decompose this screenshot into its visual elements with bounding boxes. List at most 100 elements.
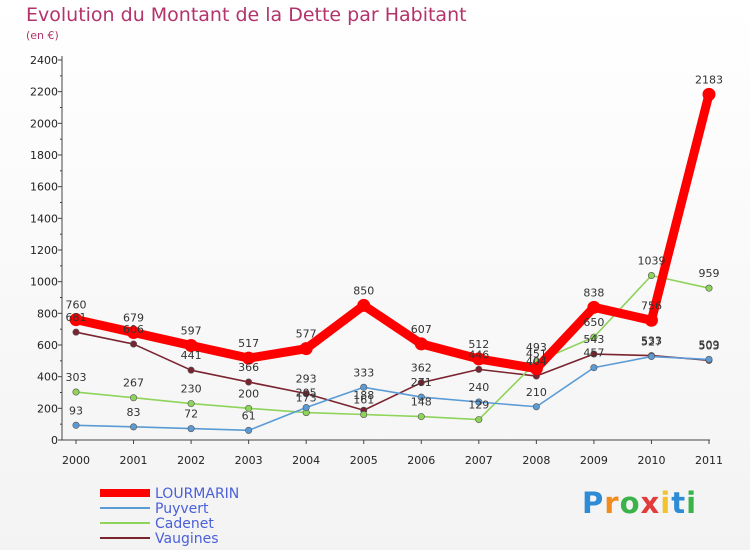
data-label-puyvert: 509 <box>699 338 720 351</box>
y-tick-label: 200 <box>37 402 58 415</box>
data-label-cadenet: 650 <box>583 316 604 329</box>
data-point-cadenet <box>360 411 368 419</box>
logo-letter: t <box>671 486 687 520</box>
data-point-cadenet <box>245 404 253 412</box>
data-label-puyvert: 205 <box>296 387 317 400</box>
data-label-vaugines: 543 <box>583 333 604 346</box>
data-label-puyvert: 210 <box>526 386 547 399</box>
data-point-lourmarin <box>587 300 601 314</box>
logo-letter: i <box>686 486 698 520</box>
data-point-cadenet <box>475 416 483 424</box>
series-line-vaugines <box>75 331 710 412</box>
legend-label-cadenet: Cadenet <box>155 516 214 532</box>
data-label-cadenet: 493 <box>526 341 547 354</box>
data-label-lourmarin: 607 <box>411 323 432 336</box>
data-point-vaugines <box>590 350 598 358</box>
data-point-lourmarin <box>529 362 543 376</box>
data-label-lourmarin: 517 <box>238 337 259 350</box>
y-tick-label: 1000 <box>30 276 58 289</box>
data-label-puyvert: 457 <box>583 347 604 360</box>
data-label-puyvert: 527 <box>641 336 662 349</box>
data-point-puyvert <box>705 355 713 363</box>
data-label-puyvert: 93 <box>69 404 83 417</box>
data-point-lourmarin <box>644 313 658 327</box>
x-tick-label: 2010 <box>637 454 665 467</box>
data-label-vaugines: 446 <box>468 348 489 361</box>
data-label-vaugines: 362 <box>411 362 432 375</box>
x-tick-label: 2001 <box>120 454 148 467</box>
y-tick-label: 1600 <box>30 181 58 194</box>
data-label-vaugines: 606 <box>123 323 144 336</box>
data-label-cadenet: 1039 <box>637 254 665 267</box>
x-tick-label: 2004 <box>292 454 320 467</box>
y-tick-label: 0 <box>51 434 58 447</box>
data-point-lourmarin <box>357 298 371 312</box>
data-point-puyvert <box>302 404 310 412</box>
data-point-cadenet <box>590 333 598 341</box>
data-point-cadenet <box>705 284 713 292</box>
data-label-lourmarin: 760 <box>66 299 87 312</box>
data-point-cadenet <box>187 400 195 408</box>
data-label-puyvert: 61 <box>242 409 256 422</box>
chart-subtitle: (en €) <box>26 29 59 42</box>
data-point-cadenet <box>647 271 655 279</box>
data-point-vaugines <box>245 378 253 386</box>
data-label-vaugines: 293 <box>296 373 317 386</box>
data-point-lourmarin <box>184 338 198 352</box>
legend-label-puyvert: Puyvert <box>155 501 209 517</box>
data-label-lourmarin: 756 <box>641 299 662 312</box>
data-label-cadenet: 129 <box>468 399 489 412</box>
x-tick-label: 2006 <box>407 454 435 467</box>
data-point-puyvert <box>647 353 655 361</box>
data-label-puyvert: 333 <box>353 366 374 379</box>
data-label-puyvert: 271 <box>411 376 432 389</box>
data-label-puyvert: 72 <box>184 408 198 421</box>
y-tick-label: 2000 <box>30 117 58 130</box>
data-point-vaugines <box>187 366 195 374</box>
data-label-vaugines: 503 <box>699 339 720 352</box>
data-label-lourmarin: 679 <box>123 311 144 324</box>
data-label-vaugines: 188 <box>353 389 374 402</box>
data-point-vaugines <box>475 365 483 373</box>
data-point-vaugines <box>130 340 138 348</box>
data-point-lourmarin <box>69 313 83 327</box>
data-point-cadenet <box>417 413 425 421</box>
data-label-cadenet: 148 <box>411 396 432 409</box>
legend-label-lourmarin: LOURMARIN <box>155 486 239 502</box>
data-point-puyvert <box>475 398 483 406</box>
data-point-lourmarin <box>414 337 428 351</box>
x-tick-label: 2009 <box>580 454 608 467</box>
data-label-lourmarin: 2183 <box>695 73 723 86</box>
x-tick-label: 2005 <box>350 454 378 467</box>
data-label-vaugines: 404 <box>526 355 547 368</box>
y-tick-label: 600 <box>37 339 58 352</box>
data-point-lourmarin <box>299 342 313 356</box>
data-point-lourmarin <box>702 87 716 101</box>
data-point-puyvert <box>532 403 540 411</box>
data-label-cadenet: 230 <box>181 383 202 396</box>
y-tick-label: 2400 <box>30 54 58 67</box>
series-line-puyvert <box>75 355 710 432</box>
x-tick-label: 2000 <box>62 454 90 467</box>
data-label-vaugines: 441 <box>181 349 202 362</box>
data-label-lourmarin: 512 <box>468 338 489 351</box>
chart-title: Evolution du Montant de la Dette par Hab… <box>26 4 467 26</box>
y-tick-label: 1800 <box>30 149 58 162</box>
data-label-cadenet: 303 <box>66 371 87 384</box>
data-label-cadenet: 173 <box>296 392 317 405</box>
x-tick-label: 2007 <box>465 454 493 467</box>
data-point-cadenet <box>130 394 138 402</box>
y-tick-label: 1400 <box>30 212 58 225</box>
legend-label-vaugines: Vaugines <box>155 531 219 547</box>
data-label-puyvert: 83 <box>127 406 141 419</box>
data-point-lourmarin <box>127 325 141 339</box>
data-label-cadenet: 200 <box>238 387 259 400</box>
data-label-vaugines: 533 <box>641 335 662 348</box>
x-tick-label: 2003 <box>235 454 263 467</box>
data-point-puyvert <box>72 421 80 429</box>
y-tick-label: 1200 <box>30 244 58 257</box>
data-label-lourmarin: 850 <box>353 284 374 297</box>
logo-letter: i <box>660 486 672 520</box>
y-tick-label: 400 <box>37 371 58 384</box>
